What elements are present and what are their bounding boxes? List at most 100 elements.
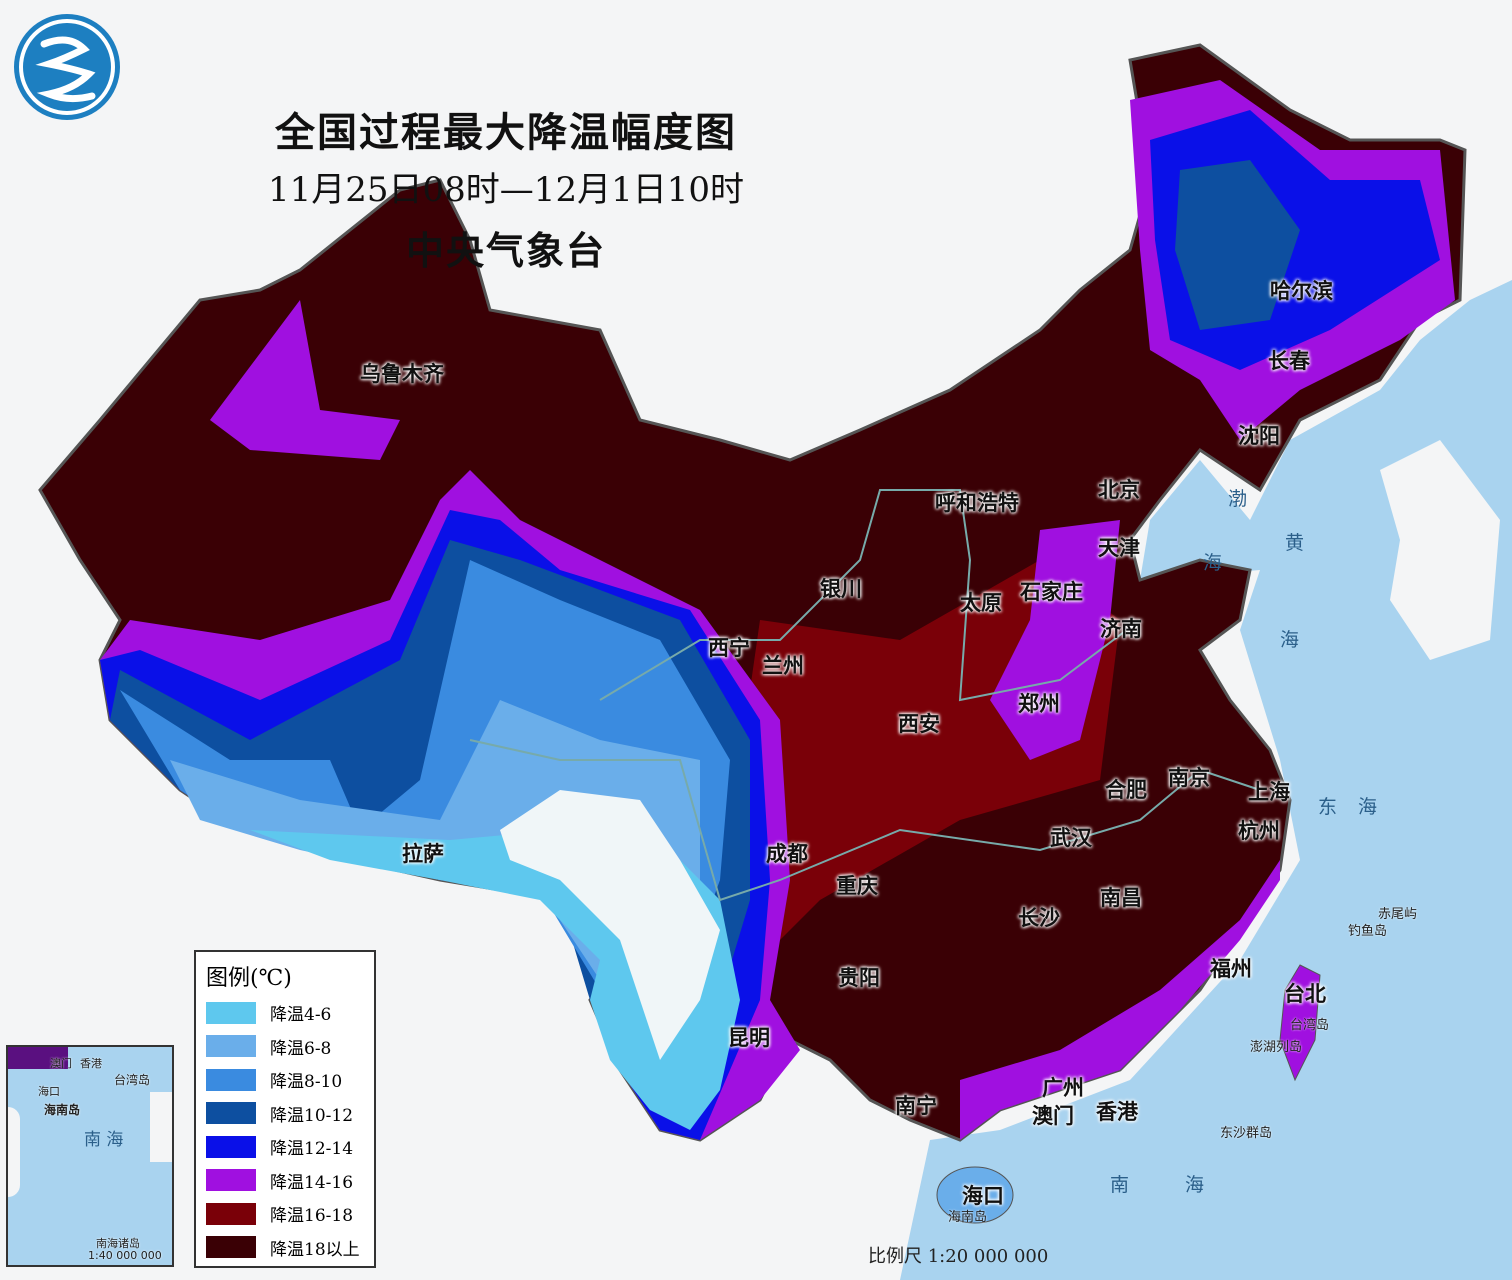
city-label: 呼和浩特: [935, 491, 1019, 515]
inset-label: 海口: [38, 1085, 60, 1098]
map-scale: 比例尺 1:20 000 000: [868, 1246, 1049, 1267]
city-label: 南京: [1168, 766, 1210, 790]
city-label: 济南: [1100, 617, 1142, 641]
map-issuer: 中央气象台: [405, 229, 606, 273]
legend-label: 降温10-12: [270, 1105, 354, 1126]
legend-item: 降温12-14: [206, 1130, 364, 1164]
map-title: 全国过程最大降温幅度图: [275, 109, 737, 156]
zone-under-4: [500, 790, 720, 1060]
inset-label: 澳门: [50, 1057, 72, 1070]
inset-scale: 1:40 000 000: [88, 1249, 162, 1262]
island-label: 钓鱼岛: [1348, 924, 1388, 939]
legend-item: 降温16-18: [206, 1197, 364, 1231]
sea-label: 渤: [1228, 488, 1248, 510]
legend-item: 降温10-12: [206, 1097, 364, 1131]
hainan-island: [936, 1166, 1014, 1224]
city-label: 西宁: [708, 636, 750, 660]
city-label: 海口: [962, 1184, 1004, 1208]
city-label: 拉萨: [402, 842, 444, 866]
city-label: 郑州: [1018, 692, 1060, 716]
legend-item: 降温4-6: [206, 996, 364, 1030]
legend-label: 降温8-10: [270, 1072, 343, 1093]
city-label: 石家庄: [1020, 580, 1083, 604]
island-label: 东沙群岛: [1220, 1126, 1273, 1141]
inset-label: 台湾岛: [114, 1073, 151, 1087]
legend-item: 降温14-16: [206, 1164, 364, 1198]
zone-xinjiang-purple: [210, 300, 400, 460]
legend-label: 降温14-16: [270, 1172, 354, 1193]
legend: 图例(℃) 降温4-6 降温6-8 降温8-10 降温10-12 降温12-14 降温14…: [194, 950, 376, 1268]
legend-swatch: [206, 1236, 256, 1259]
legend-swatch: [206, 1102, 256, 1125]
zone-southeast-purple: [960, 860, 1280, 1140]
city-label: 澳门: [1032, 1104, 1074, 1128]
city-label: 贵阳: [838, 966, 880, 990]
legend-label: 降温6-8: [270, 1038, 332, 1059]
city-label: 武汉: [1050, 826, 1092, 850]
legend-label: 降温18以上: [270, 1239, 360, 1260]
city-label: 哈尔滨: [1270, 279, 1333, 303]
legend-label: 降温4-6: [270, 1005, 332, 1026]
city-label: 上海: [1248, 780, 1290, 804]
zone-north-china-purple: [990, 520, 1120, 760]
legend-item: 降温6-8: [206, 1030, 364, 1064]
city-label: 成都: [766, 842, 808, 866]
city-label: 南宁: [895, 1094, 937, 1118]
city-label: 北京: [1098, 478, 1140, 502]
korea-land: [1380, 440, 1500, 660]
legend-swatch: [206, 1068, 256, 1091]
inset-sea-label: 南 海: [84, 1130, 124, 1150]
inset-label: 海南岛: [44, 1103, 81, 1117]
city-label: 长春: [1268, 349, 1310, 373]
city-label: 昆明: [728, 1026, 770, 1050]
city-label: 西安: [898, 712, 940, 736]
city-label: 重庆: [836, 874, 878, 898]
city-label: 银川: [820, 577, 862, 601]
legend-label: 降温12-14: [270, 1139, 354, 1160]
legend-swatch: [206, 1202, 256, 1225]
yangtze-river: [469, 739, 1261, 902]
city-label: 太原: [960, 591, 1002, 615]
legend-title: 图例(℃): [206, 966, 292, 991]
sea-label: 海: [1185, 1174, 1205, 1196]
city-label: 南昌: [1100, 886, 1142, 910]
legend-swatch: [206, 1135, 256, 1158]
sea-area: [900, 280, 1512, 1280]
cma-logo: [14, 14, 120, 120]
zone-northeast-dark: [1175, 160, 1300, 330]
sea-label: 黄: [1285, 532, 1305, 554]
legend-label: 降温16-18: [270, 1206, 354, 1227]
city-label: 台北: [1284, 982, 1326, 1006]
legend-swatch: [206, 1169, 256, 1192]
legend-swatch: [206, 1001, 256, 1024]
city-label: 合肥: [1105, 778, 1147, 802]
island-label: 赤尾屿: [1378, 907, 1418, 922]
yellow-river: [599, 489, 1141, 702]
sea-label: 海: [1280, 629, 1300, 651]
island-label: 澎湖列岛: [1250, 1040, 1303, 1055]
sea-label: 南: [1110, 1174, 1130, 1196]
city-label: 乌鲁木齐: [360, 362, 444, 386]
city-label: 福州: [1210, 957, 1252, 981]
city-label: 杭州: [1238, 819, 1280, 843]
city-label: 香港: [1096, 1100, 1138, 1124]
sea-label: 东: [1318, 796, 1338, 818]
city-label: 长沙: [1018, 906, 1060, 930]
legend-item: 降温8-10: [206, 1063, 364, 1097]
taiwan-island: [1279, 964, 1321, 1082]
island-label: 海南岛: [948, 1210, 988, 1225]
sea-label: 海: [1203, 552, 1223, 574]
city-label: 天津: [1098, 536, 1140, 560]
city-label: 兰州: [762, 654, 804, 678]
city-label: 沈阳: [1238, 424, 1280, 448]
inset-label: 香港: [80, 1057, 102, 1070]
sea-label: 海: [1358, 796, 1378, 818]
south-china-sea-inset: 澳门 香港 台湾岛 海口 海南岛 南 海 南海诸岛 1:40 000 000: [6, 1045, 174, 1267]
city-label: 广州: [1042, 1076, 1084, 1100]
legend-swatch: [206, 1035, 256, 1058]
legend-item: 降温18以上: [206, 1231, 364, 1265]
map-period: 11月25日08时—12月1日10时: [268, 170, 744, 210]
inset-caption: 南海诸岛: [96, 1237, 140, 1250]
island-label: 台湾岛: [1290, 1018, 1330, 1033]
